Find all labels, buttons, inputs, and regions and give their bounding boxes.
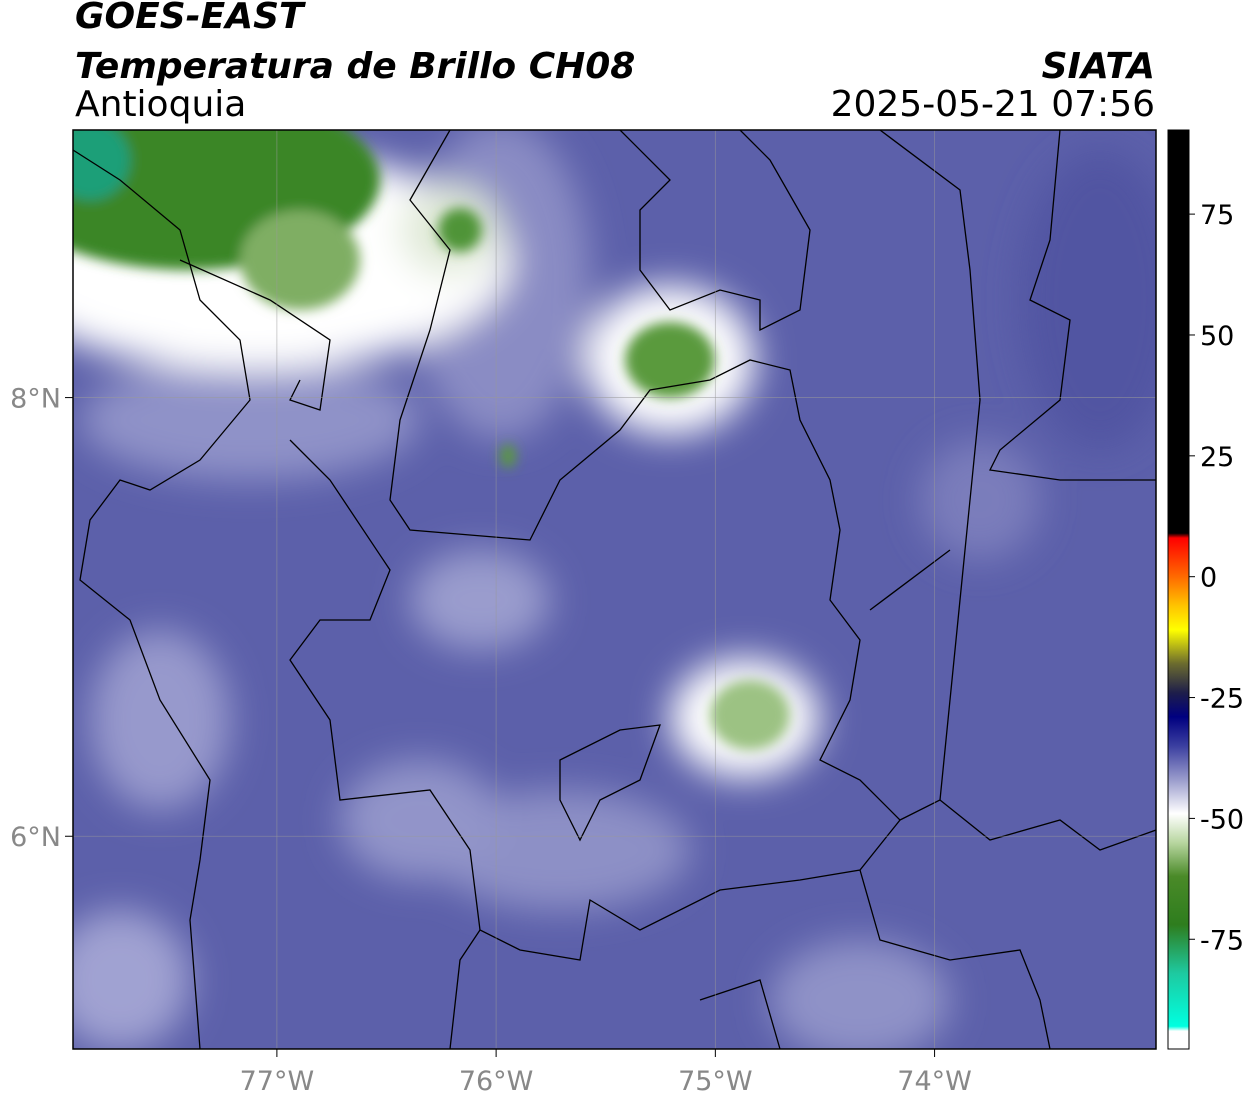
x-tick-label: 76°W [459, 1066, 534, 1097]
y-tick-label: 8°N [10, 384, 61, 415]
x-tick-label: 74°W [897, 1066, 972, 1097]
colorbar-tick-label: 75 [1200, 200, 1234, 231]
grid [73, 130, 1156, 1049]
colorbar [1167, 129, 1190, 1050]
colorbar-tick-label: 25 [1200, 442, 1234, 473]
x-tick-label: 75°W [678, 1066, 753, 1097]
colorbar-tick-label: 50 [1200, 321, 1234, 352]
x-tick-label: 77°W [240, 1066, 315, 1097]
region: Antioquia [75, 84, 246, 125]
colorbar-tick-label: -50 [1200, 804, 1244, 835]
map-imagery [73, 130, 1156, 1049]
source: SIATA [1042, 46, 1155, 87]
map-frame [72, 129, 1157, 1050]
colorbar-tick-label: -25 [1200, 684, 1244, 715]
subtitle: Temperatura de Brillo CH08 [75, 46, 635, 87]
colorbar-tick-label: 0 [1200, 563, 1217, 594]
colorbar-tick-label: -75 [1200, 925, 1244, 956]
datetime: 2025-05-21 07:56 [831, 84, 1155, 125]
y-tick-label: 6°N [10, 822, 61, 853]
title: GOES-EAST [75, 0, 306, 37]
